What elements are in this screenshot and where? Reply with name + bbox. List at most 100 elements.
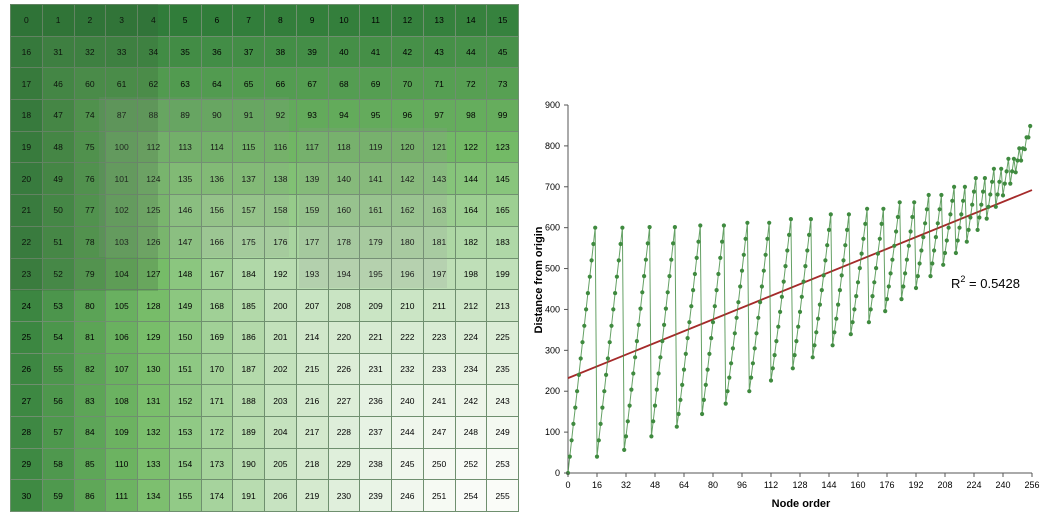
grid-cell: 27 — [10, 384, 43, 417]
data-point — [611, 307, 616, 312]
data-point — [767, 220, 772, 225]
data-point — [895, 214, 900, 220]
data-point — [759, 284, 764, 289]
grid-cell: 113 — [168, 130, 202, 164]
data-point — [948, 212, 953, 217]
data-point — [779, 294, 784, 299]
grid-cell: 160 — [327, 194, 361, 227]
data-point — [979, 202, 984, 207]
data-point — [850, 320, 855, 325]
data-point — [966, 227, 971, 232]
grid-cell: 125 — [137, 194, 170, 227]
data-point — [607, 340, 612, 345]
data-point — [749, 375, 754, 380]
r-squared-sup: 2 — [960, 274, 965, 284]
grid-row: 26 55 82 107 130 151 170 187 202 215 226 231 232 233 2… — [10, 352, 519, 386]
grid-cell: 61 — [105, 67, 138, 101]
grid-cell: 179 — [359, 225, 392, 259]
data-point — [605, 356, 610, 361]
data-point — [875, 251, 880, 256]
y-tick-label: 100 — [545, 427, 560, 437]
grid-cell: 180 — [391, 225, 424, 259]
x-tick-label: 96 — [737, 480, 747, 490]
data-point — [703, 382, 708, 387]
data-point — [953, 250, 958, 256]
grid-row: 28 57 84 109 132 153 172 189 204 217 228 237 244 247 2… — [10, 415, 519, 449]
data-point — [627, 403, 632, 408]
grid-cell: 36 — [200, 35, 234, 69]
grid-cell: 6 — [200, 4, 234, 37]
data-point — [926, 192, 931, 198]
data-point — [848, 332, 853, 337]
grid-cell: 171 — [200, 384, 234, 417]
x-tick-label: 16 — [592, 480, 602, 490]
data-point — [915, 274, 920, 279]
grid-cell: 26 — [10, 352, 43, 386]
data-point — [908, 229, 913, 234]
grid-cell: 229 — [327, 447, 361, 481]
grid-cell: 47 — [41, 99, 75, 132]
data-point — [797, 309, 803, 314]
data-point — [623, 434, 629, 439]
grid-cell: 86 — [73, 479, 107, 512]
grid-cell: 33 — [105, 35, 138, 69]
data-point — [799, 294, 804, 299]
grid-cell: 222 — [391, 320, 424, 354]
data-point — [959, 212, 964, 217]
data-point — [727, 375, 732, 380]
grid-cell: 219 — [295, 479, 329, 512]
data-point — [580, 340, 585, 345]
data-point — [604, 372, 609, 377]
data-point — [1006, 156, 1011, 161]
grid-cell: 232 — [391, 352, 424, 386]
data-point — [975, 227, 980, 232]
grid-cell: 50 — [41, 194, 75, 227]
data-point — [569, 438, 574, 443]
data-point — [855, 280, 861, 285]
data-point — [805, 248, 810, 253]
data-point — [993, 204, 998, 209]
data-point — [738, 284, 743, 289]
grid-cell: 95 — [359, 99, 392, 132]
grid-cell: 194 — [327, 257, 361, 291]
x-tick-label: 144 — [821, 480, 836, 490]
grid-cell: 83 — [73, 384, 107, 417]
data-point — [1017, 146, 1022, 151]
grid-cell: 193 — [295, 257, 329, 291]
x-tick-label: 192 — [908, 480, 923, 490]
grid-cell: 167 — [200, 257, 234, 291]
data-point — [696, 239, 701, 244]
grid-row: 20 49 76 101 124 135 136 137 138 139 140 141 142 143 1… — [10, 162, 519, 196]
data-point — [874, 266, 879, 271]
data-point — [772, 353, 777, 358]
data-point — [705, 367, 710, 372]
data-point — [754, 331, 759, 336]
grid-row: 18 47 74 87 88 89 90 91 92 93 94 95 96 97 98 99 — [10, 99, 519, 132]
data-point — [707, 351, 712, 356]
data-point — [986, 204, 991, 209]
r-squared-value: = 0.5428 — [965, 276, 1020, 291]
grid-cell: 245 — [391, 447, 424, 481]
grid-cell: 144 — [454, 162, 488, 196]
data-point — [674, 424, 679, 429]
grid-cell: 131 — [137, 384, 170, 417]
grid-cell: 172 — [200, 415, 234, 449]
grid-cell: 97 — [422, 99, 456, 132]
data-point — [897, 200, 902, 205]
grid-cell: 200 — [264, 289, 297, 322]
data-point — [667, 274, 672, 279]
grid-cell: 28 — [10, 415, 43, 449]
x-tick-label: 240 — [995, 480, 1010, 490]
data-point — [888, 271, 893, 276]
data-point — [999, 166, 1004, 171]
grid-cell: 65 — [232, 67, 265, 101]
data-point — [691, 288, 696, 293]
data-point — [921, 235, 926, 240]
grid-cell: 46 — [41, 67, 75, 101]
grid-cell: 42 — [391, 35, 424, 69]
data-point — [638, 306, 643, 311]
grid-cell: 16 — [10, 35, 43, 69]
data-point — [616, 258, 621, 263]
grid-cell: 209 — [359, 289, 392, 322]
y-axis-label: Distance from origin — [533, 226, 545, 333]
